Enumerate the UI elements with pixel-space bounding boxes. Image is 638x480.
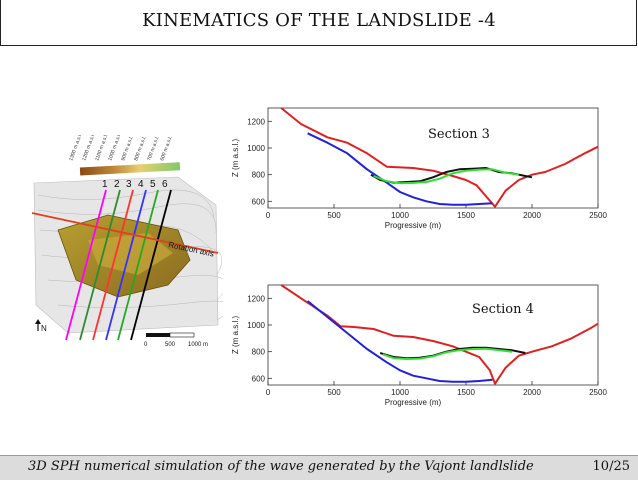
svg-text:0: 0 bbox=[144, 342, 148, 348]
footer-bar bbox=[0, 455, 638, 480]
contour-label: 900 m a.s.l. bbox=[120, 135, 134, 161]
north-arrow-icon bbox=[35, 319, 41, 331]
page-number: 10/25 bbox=[592, 459, 630, 474]
landslide-map: 1300 m a.s.l. 1200 m a.s.l. 1100 m a.s.l… bbox=[31, 135, 223, 348]
plot-frame bbox=[267, 107, 599, 209]
x-tick-label: 1500 bbox=[457, 211, 475, 220]
section-number: 3 bbox=[126, 179, 132, 190]
section-number: 5 bbox=[150, 179, 156, 190]
series-line-1 bbox=[307, 132, 493, 206]
section-number: 2 bbox=[114, 179, 120, 190]
section-line-3 bbox=[92, 189, 134, 341]
contour-label: 800 m a.s.l. bbox=[133, 135, 147, 161]
title-bar bbox=[0, 0, 637, 46]
x-tick-label: 1000 bbox=[391, 388, 409, 397]
section-line-2 bbox=[79, 189, 121, 341]
footer-caption: 3D SPH numerical simulation of the wave … bbox=[28, 459, 534, 474]
section-number: 6 bbox=[162, 179, 168, 190]
y-tick-label: 1000 bbox=[247, 144, 265, 153]
series-line-1 bbox=[306, 300, 493, 383]
svg-text:1000 m: 1000 m bbox=[188, 342, 208, 348]
series-line-0 bbox=[280, 284, 599, 385]
y-tick-label: 600 bbox=[252, 197, 266, 206]
section-number: 1 bbox=[102, 179, 108, 190]
x-axis-label: Progressive (m) bbox=[385, 398, 442, 407]
section-4-chart: 600 800 1000 1200 0 500 1000 1500 2000 2500 Progre… bbox=[231, 284, 607, 407]
section-annotation: Section 3 bbox=[428, 127, 490, 142]
elevation-legend: 1300 m a.s.l. 1200 m a.s.l. 1100 m a.s.l… bbox=[68, 135, 181, 176]
y-tick-label: 1200 bbox=[247, 294, 265, 303]
svg-text:500: 500 bbox=[165, 342, 176, 348]
section-annotation: Section 4 bbox=[472, 302, 534, 317]
section-line-5 bbox=[117, 189, 159, 341]
series-line-0 bbox=[280, 107, 599, 208]
x-tick-label: 500 bbox=[327, 211, 341, 220]
x-tick-label: 1500 bbox=[457, 388, 475, 397]
plot-frame bbox=[267, 284, 599, 386]
x-tick-label: 2000 bbox=[523, 211, 541, 220]
section-line-6 bbox=[130, 189, 172, 341]
x-tick-label: 0 bbox=[266, 388, 271, 397]
y-tick-label: 800 bbox=[252, 171, 266, 180]
y-tick-label: 1200 bbox=[247, 117, 265, 126]
section-lines bbox=[65, 189, 172, 341]
section-line-4 bbox=[105, 189, 147, 341]
y-axis-label: Z (m a.s.l.) bbox=[231, 139, 240, 178]
x-tick-label: 0 bbox=[266, 211, 271, 220]
y-tick-label: 800 bbox=[252, 348, 266, 357]
y-tick-label: 1000 bbox=[247, 321, 265, 330]
x-tick-label: 2500 bbox=[589, 211, 607, 220]
section-number: 4 bbox=[138, 179, 144, 190]
contour-label: 600 m a.s.l. bbox=[159, 135, 173, 161]
series-line-3 bbox=[382, 347, 513, 360]
page-title: KINEMATICS OF THE LANDSLIDE -4 bbox=[142, 10, 496, 31]
series-line-3 bbox=[373, 168, 519, 185]
section-line-1 bbox=[65, 189, 107, 341]
north-label: N bbox=[41, 324, 47, 333]
y-tick-label: 600 bbox=[252, 374, 266, 383]
x-axis-label: Progressive (m) bbox=[385, 221, 442, 230]
x-tick-label: 2500 bbox=[589, 388, 607, 397]
x-tick-label: 1000 bbox=[391, 211, 409, 220]
x-tick-label: 500 bbox=[327, 388, 341, 397]
x-tick-label: 2000 bbox=[523, 388, 541, 397]
contour-label: 700 m a.s.l. bbox=[146, 135, 160, 161]
rotation-axis-line bbox=[31, 212, 219, 254]
scale-bar: 0 500 1000 m bbox=[144, 332, 208, 348]
y-axis-label: Z (m a.s.l.) bbox=[231, 316, 240, 355]
section-3-chart: 600 800 1000 1200 0 500 1000 1500 2000 2500 Progre… bbox=[231, 107, 607, 230]
